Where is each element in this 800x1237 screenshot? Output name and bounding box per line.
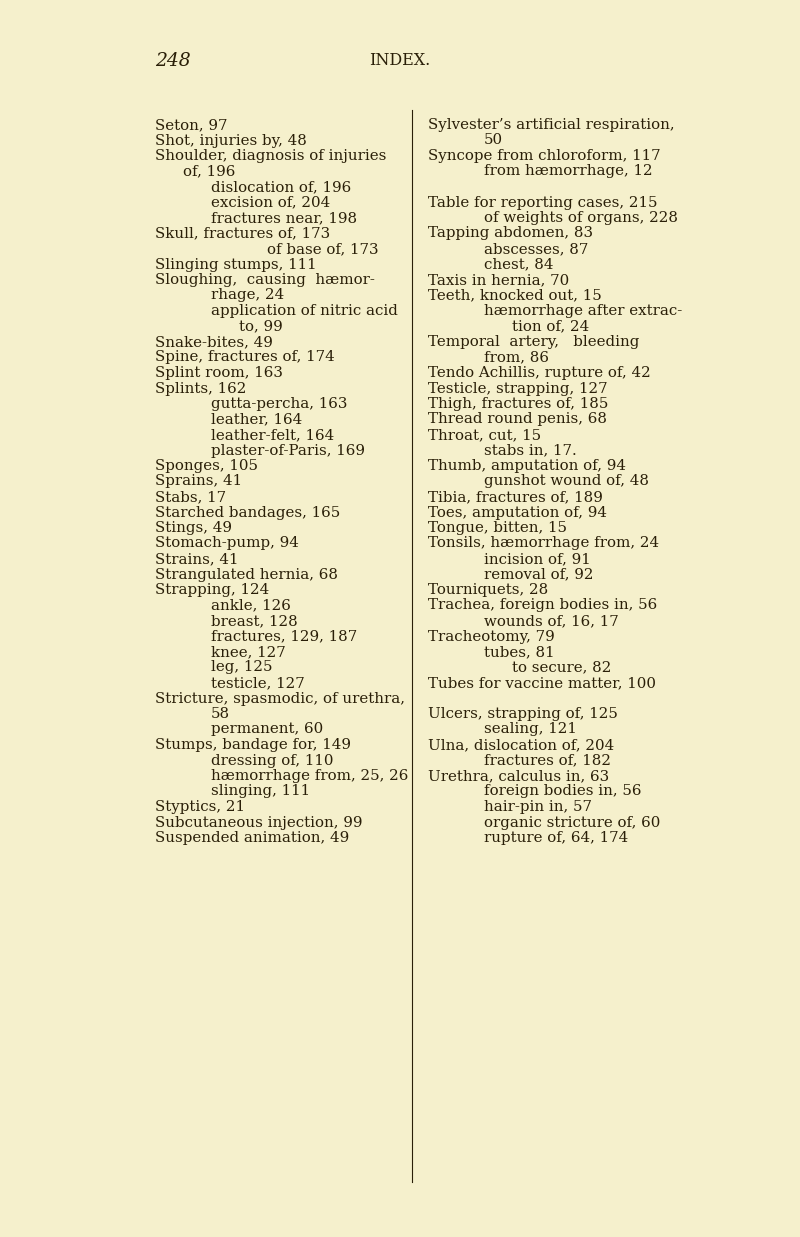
- Text: Shot, injuries by, 48: Shot, injuries by, 48: [155, 134, 307, 147]
- Text: application of nitric acid: application of nitric acid: [211, 304, 398, 318]
- Text: Thumb, amputation of, 94: Thumb, amputation of, 94: [428, 459, 626, 473]
- Text: Trachea, foreign bodies in, 56: Trachea, foreign bodies in, 56: [428, 599, 658, 612]
- Text: Tonsils, hæmorrhage from, 24: Tonsils, hæmorrhage from, 24: [428, 537, 659, 550]
- Text: organic stricture of, 60: organic stricture of, 60: [484, 815, 660, 830]
- Text: 58: 58: [211, 708, 230, 721]
- Text: Shoulder, diagnosis of injuries: Shoulder, diagnosis of injuries: [155, 148, 386, 163]
- Text: Starched bandages, 165: Starched bandages, 165: [155, 506, 340, 520]
- Text: Stomach-pump, 94: Stomach-pump, 94: [155, 537, 299, 550]
- Text: from, 86: from, 86: [484, 350, 549, 365]
- Text: Toes, amputation of, 94: Toes, amputation of, 94: [428, 506, 607, 520]
- Text: of base of, 173: of base of, 173: [267, 242, 378, 256]
- Text: breast, 128: breast, 128: [211, 614, 298, 628]
- Text: wounds of, 16, 17: wounds of, 16, 17: [484, 614, 618, 628]
- Text: hair-pin in, 57: hair-pin in, 57: [484, 800, 592, 814]
- Text: of weights of organs, 228: of weights of organs, 228: [484, 212, 678, 225]
- Text: Tapping abdomen, 83: Tapping abdomen, 83: [428, 226, 593, 240]
- Text: incision of, 91: incision of, 91: [484, 552, 590, 567]
- Text: Table for reporting cases, 215: Table for reporting cases, 215: [428, 195, 658, 209]
- Text: plaster-of-Paris, 169: plaster-of-Paris, 169: [211, 444, 365, 458]
- Text: permanent, 60: permanent, 60: [211, 722, 323, 736]
- Text: Suspended animation, 49: Suspended animation, 49: [155, 831, 350, 845]
- Text: knee, 127: knee, 127: [211, 644, 286, 659]
- Text: rhage, 24: rhage, 24: [211, 288, 284, 303]
- Text: Sloughing,  causing  hæmor-: Sloughing, causing hæmor-: [155, 273, 375, 287]
- Text: to, 99: to, 99: [239, 319, 282, 334]
- Text: 50: 50: [484, 134, 503, 147]
- Text: Ulna, dislocation of, 204: Ulna, dislocation of, 204: [428, 738, 614, 752]
- Text: Tubes for vaccine matter, 100: Tubes for vaccine matter, 100: [428, 675, 656, 690]
- Text: stabs in, 17.: stabs in, 17.: [484, 444, 577, 458]
- Text: Urethra, calculus in, 63: Urethra, calculus in, 63: [428, 769, 610, 783]
- Text: Slinging stumps, 111: Slinging stumps, 111: [155, 257, 317, 271]
- Text: Tibia, fractures of, 189: Tibia, fractures of, 189: [428, 490, 603, 503]
- Text: Tourniquets, 28: Tourniquets, 28: [428, 583, 548, 597]
- Text: Tracheotomy, 79: Tracheotomy, 79: [428, 630, 554, 643]
- Text: tion of, 24: tion of, 24: [512, 319, 590, 334]
- Text: Temporal  artery,   bleeding: Temporal artery, bleeding: [428, 335, 639, 349]
- Text: Ulcers, strapping of, 125: Ulcers, strapping of, 125: [428, 708, 618, 721]
- Text: hæmorrhage after extrac-: hæmorrhage after extrac-: [484, 304, 682, 318]
- Text: gutta-percha, 163: gutta-percha, 163: [211, 397, 347, 411]
- Text: Spine, fractures of, 174: Spine, fractures of, 174: [155, 350, 334, 365]
- Text: foreign bodies in, 56: foreign bodies in, 56: [484, 784, 642, 799]
- Text: fractures of, 182: fractures of, 182: [484, 753, 611, 767]
- Text: dislocation of, 196: dislocation of, 196: [211, 181, 351, 194]
- Text: chest, 84: chest, 84: [484, 257, 554, 271]
- Text: testicle, 127: testicle, 127: [211, 675, 305, 690]
- Text: Splint room, 163: Splint room, 163: [155, 366, 283, 380]
- Text: gunshot wound of, 48: gunshot wound of, 48: [484, 475, 649, 489]
- Text: Testicle, strapping, 127: Testicle, strapping, 127: [428, 381, 608, 396]
- Text: leather, 164: leather, 164: [211, 412, 302, 427]
- Text: Sponges, 105: Sponges, 105: [155, 459, 258, 473]
- Text: Seton, 97: Seton, 97: [155, 118, 227, 132]
- Text: Tongue, bitten, 15: Tongue, bitten, 15: [428, 521, 567, 534]
- Text: 248: 248: [155, 52, 190, 71]
- Text: slinging, 111: slinging, 111: [211, 784, 310, 799]
- Text: leather-felt, 164: leather-felt, 164: [211, 428, 334, 442]
- Text: INDEX.: INDEX.: [370, 52, 430, 69]
- Text: Stings, 49: Stings, 49: [155, 521, 232, 534]
- Text: Teeth, knocked out, 15: Teeth, knocked out, 15: [428, 288, 602, 303]
- Text: Thread round penis, 68: Thread round penis, 68: [428, 412, 607, 427]
- Text: tubes, 81: tubes, 81: [484, 644, 554, 659]
- Text: Thigh, fractures of, 185: Thigh, fractures of, 185: [428, 397, 608, 411]
- Text: rupture of, 64, 174: rupture of, 64, 174: [484, 831, 628, 845]
- Text: Strapping, 124: Strapping, 124: [155, 583, 270, 597]
- Text: fractures, 129, 187: fractures, 129, 187: [211, 630, 358, 643]
- Text: Snake-bites, 49: Snake-bites, 49: [155, 335, 273, 349]
- Text: excision of, 204: excision of, 204: [211, 195, 330, 209]
- Text: fractures near, 198: fractures near, 198: [211, 212, 357, 225]
- Text: Strangulated hernia, 68: Strangulated hernia, 68: [155, 568, 338, 581]
- Text: Splints, 162: Splints, 162: [155, 381, 246, 396]
- Text: to secure, 82: to secure, 82: [512, 661, 611, 674]
- Text: Tendo Achillis, rupture of, 42: Tendo Achillis, rupture of, 42: [428, 366, 650, 380]
- Text: Sylvester’s artificial respiration,: Sylvester’s artificial respiration,: [428, 118, 674, 132]
- Text: ankle, 126: ankle, 126: [211, 599, 291, 612]
- Text: Taxis in hernia, 70: Taxis in hernia, 70: [428, 273, 570, 287]
- Text: Throat, cut, 15: Throat, cut, 15: [428, 428, 541, 442]
- Text: Syncope from chloroform, 117: Syncope from chloroform, 117: [428, 148, 661, 163]
- Text: Stricture, spasmodic, of urethra,: Stricture, spasmodic, of urethra,: [155, 691, 405, 705]
- Text: abscesses, 87: abscesses, 87: [484, 242, 588, 256]
- Text: Sprains, 41: Sprains, 41: [155, 475, 242, 489]
- Text: leg, 125: leg, 125: [211, 661, 273, 674]
- Text: sealing, 121: sealing, 121: [484, 722, 577, 736]
- Text: Skull, fractures of, 173: Skull, fractures of, 173: [155, 226, 330, 240]
- Text: Styptics, 21: Styptics, 21: [155, 800, 245, 814]
- Text: removal of, 92: removal of, 92: [484, 568, 594, 581]
- Text: Subcutaneous injection, 99: Subcutaneous injection, 99: [155, 815, 362, 830]
- Text: Stabs, 17: Stabs, 17: [155, 490, 226, 503]
- Text: dressing of, 110: dressing of, 110: [211, 753, 334, 767]
- Text: from hæmorrhage, 12: from hæmorrhage, 12: [484, 165, 653, 178]
- Text: Strains, 41: Strains, 41: [155, 552, 238, 567]
- Text: hæmorrhage from, 25, 26: hæmorrhage from, 25, 26: [211, 769, 408, 783]
- Text: Stumps, bandage for, 149: Stumps, bandage for, 149: [155, 738, 351, 752]
- Text: of, 196: of, 196: [183, 165, 235, 178]
